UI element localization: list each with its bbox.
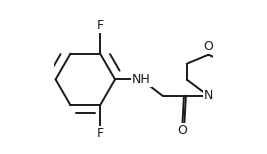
Text: F: F <box>97 127 104 140</box>
Text: O: O <box>178 124 187 137</box>
Text: O: O <box>203 40 213 53</box>
Text: F: F <box>97 19 104 32</box>
Text: NH: NH <box>132 73 151 86</box>
Text: N: N <box>204 89 213 102</box>
